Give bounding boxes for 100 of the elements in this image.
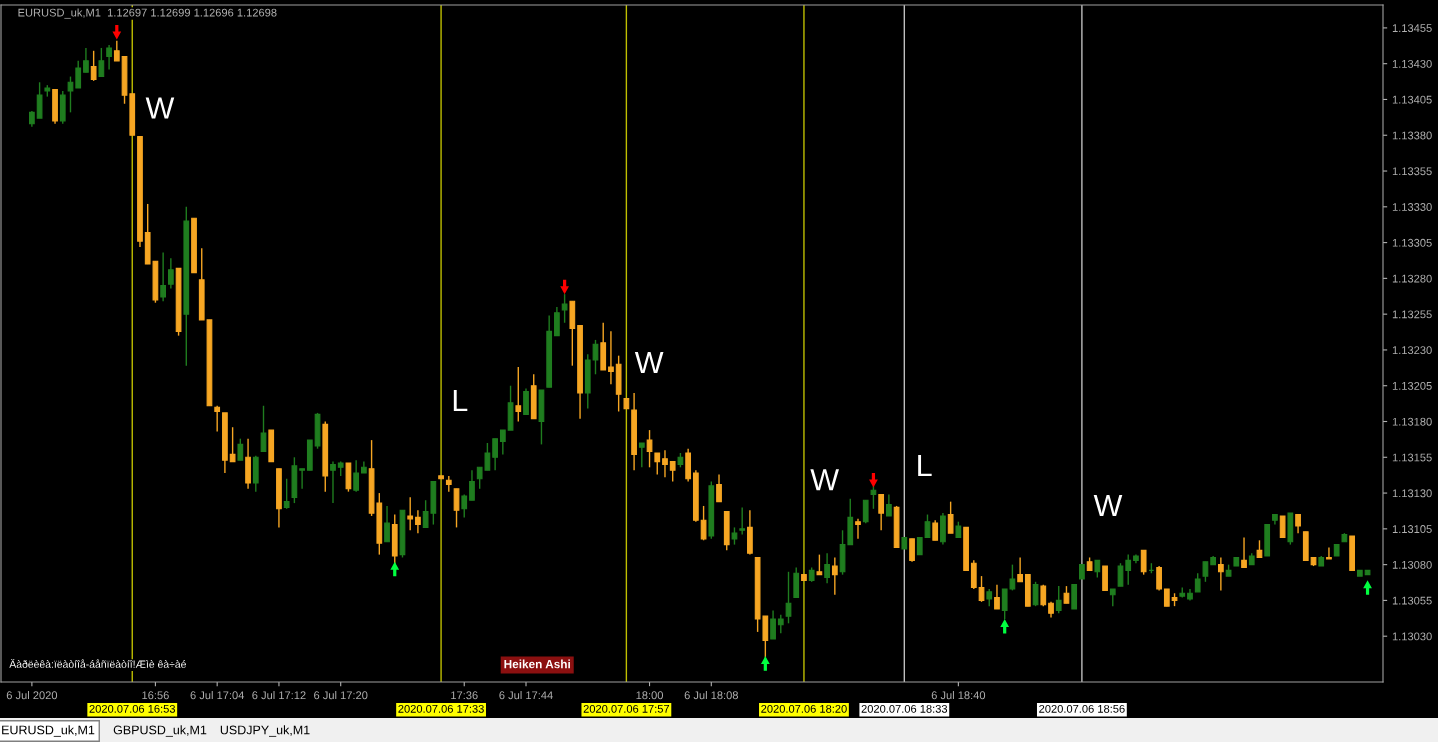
candlestick xyxy=(353,459,360,493)
y-tick-label: 1.13205 xyxy=(1392,381,1432,390)
candlestick xyxy=(330,460,336,504)
text: USDJPY_uk,M1 xyxy=(220,725,310,737)
candlestick xyxy=(515,366,522,423)
candlestick xyxy=(1117,562,1124,587)
y-tick-label: 1.13230 xyxy=(1392,346,1432,355)
candlestick xyxy=(816,553,823,576)
ref-line-label: 2020.07.06 18:20 xyxy=(761,704,847,713)
candlestick xyxy=(83,47,89,73)
candlestick xyxy=(1194,572,1201,593)
candlestick xyxy=(716,473,722,503)
candlestick xyxy=(453,488,460,529)
candlestick xyxy=(113,40,120,62)
candlestick xyxy=(106,44,112,71)
y-tick-label: 1.13055 xyxy=(1392,596,1432,605)
candlestick xyxy=(1140,549,1147,576)
candlestick xyxy=(994,583,1000,610)
candlestick xyxy=(167,257,174,290)
candlestick xyxy=(862,499,869,524)
candlestick xyxy=(654,452,661,476)
candlestick xyxy=(75,60,82,89)
candlestick xyxy=(384,505,390,543)
candlestick xyxy=(1125,553,1132,586)
candlestick xyxy=(469,469,475,501)
candlestick xyxy=(932,519,939,541)
candlestick xyxy=(36,81,43,119)
candlestick xyxy=(662,449,668,479)
x-tick-label: 6 Jul 17:04 xyxy=(190,691,245,700)
candlestick xyxy=(646,429,653,469)
candlestick xyxy=(947,500,954,534)
annotation: L xyxy=(918,454,932,476)
candlestick xyxy=(90,50,97,82)
chart-title: EURUSD_uk,M1 1.12697 1.12699 1.12696 1.12698 xyxy=(18,8,277,19)
candlestick xyxy=(777,614,784,635)
y-tick-label: 1.13155 xyxy=(1392,453,1432,462)
candlestick xyxy=(229,426,236,463)
y-tick-label: 1.13255 xyxy=(1392,310,1432,319)
y-tick-label: 1.13380 xyxy=(1392,131,1432,140)
candlestick xyxy=(1279,515,1286,538)
ref-line-label: 2020.07.06 16:53 xyxy=(89,704,176,713)
candlestick xyxy=(214,405,221,433)
x-tick-label: 6 Jul 17:20 xyxy=(314,691,368,700)
text: EURUSD_uk,M1 xyxy=(2,725,95,737)
candlestick xyxy=(909,538,915,563)
candlestick xyxy=(415,509,421,534)
candlestick xyxy=(1032,581,1039,607)
annotation: W xyxy=(145,97,175,119)
y-tick-label: 1.13280 xyxy=(1392,274,1432,283)
candlestick xyxy=(1017,556,1023,583)
candlestick xyxy=(1156,565,1162,592)
y-tick-label: 1.13305 xyxy=(1392,238,1432,247)
x-tick-label: 16:56 xyxy=(142,691,169,700)
x-tick-label: 6 Jul 17:44 xyxy=(499,691,553,700)
y-tick-label: 1.13330 xyxy=(1392,203,1432,211)
candlestick xyxy=(886,493,892,517)
candlestick xyxy=(299,468,305,490)
annotation: W xyxy=(810,469,839,491)
candlestick xyxy=(407,496,414,531)
y-tick-label: 1.13030 xyxy=(1392,632,1432,641)
candlestick xyxy=(160,251,167,302)
candlestick xyxy=(554,306,560,337)
annotation: W xyxy=(634,352,664,374)
candlestick xyxy=(98,47,105,78)
x-tick-label: 17:36 xyxy=(451,691,478,700)
candlestick xyxy=(878,493,885,531)
candlestick xyxy=(824,552,830,584)
candlestick xyxy=(237,437,244,461)
y-tick-label: 1.13455 xyxy=(1392,24,1432,33)
x-tick-label: 6 Jul 18:40 xyxy=(931,691,986,700)
y-tick-label: 1.13405 xyxy=(1392,95,1432,104)
candlestick xyxy=(1326,546,1332,560)
candlestick xyxy=(67,75,74,114)
candlestick xyxy=(523,387,529,416)
x-tick-label: 6 Jul 17:12 xyxy=(252,691,306,700)
y-tick-label: 1.13430 xyxy=(1392,59,1432,68)
ref-line-label: 2020.07.06 18:33 xyxy=(861,704,948,713)
candlestick xyxy=(669,460,676,483)
annotation: Heiken Ashi xyxy=(504,659,570,669)
candlestick xyxy=(283,478,290,510)
y-tick-label: 1.13180 xyxy=(1392,417,1432,426)
x-tick-label: 6 Jul 18:08 xyxy=(684,691,738,700)
x-tick-label: 6 Jul 2020 xyxy=(6,691,58,700)
annotation: W xyxy=(1093,494,1123,516)
annotation: L xyxy=(453,389,468,411)
ref-line-label: 2020.07.06 18:56 xyxy=(1039,704,1125,713)
candlestick xyxy=(1295,513,1301,534)
candlestick xyxy=(1202,561,1209,583)
y-tick-label: 1.13130 xyxy=(1392,489,1432,498)
y-tick-label: 1.13355 xyxy=(1392,167,1432,176)
y-tick-label: 1.13105 xyxy=(1392,525,1432,533)
candlestick xyxy=(855,518,861,540)
candlestick xyxy=(638,442,645,469)
candlestick xyxy=(831,556,838,596)
candlestick xyxy=(492,437,498,471)
candlestick xyxy=(1241,536,1247,569)
y-tick-label: 1.13080 xyxy=(1392,560,1432,569)
candlestick xyxy=(1055,585,1062,614)
candlestick xyxy=(499,429,506,456)
candlestick xyxy=(1217,556,1224,592)
